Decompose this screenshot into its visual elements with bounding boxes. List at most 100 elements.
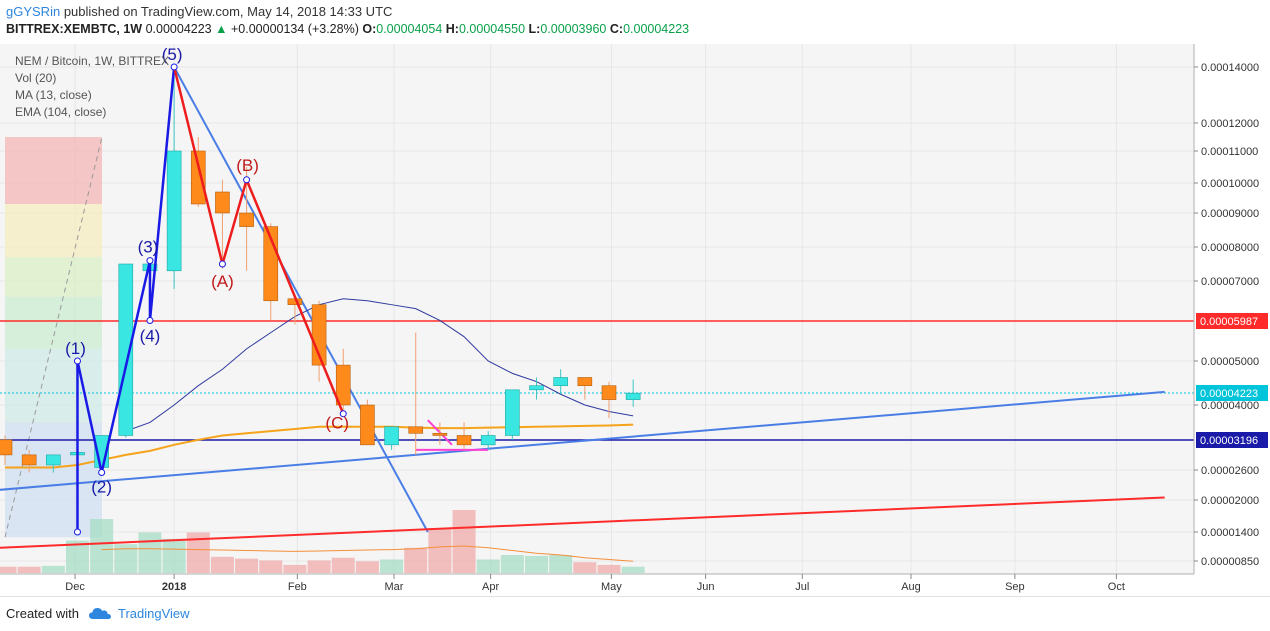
volume-bar [138, 532, 162, 573]
wave-label: (C) [325, 414, 349, 433]
open-value: 0.00004054 [376, 22, 443, 36]
volume-bar [90, 519, 114, 573]
wave-pivot [73, 528, 81, 536]
legend-entry: MA (13, close) [15, 88, 92, 102]
volume-bar [235, 558, 259, 573]
wave-label: (5) [162, 45, 183, 64]
indicator-lines [5, 298, 634, 469]
wave-label: (A) [211, 272, 234, 291]
fib-zone [5, 422, 102, 538]
candle-body [625, 392, 641, 400]
time-axis[interactable]: Dec 2018 Feb Mar Apr May Jun Jul Aug Sep Oct [65, 574, 1125, 593]
volume-bar [573, 562, 597, 573]
price-change: +0.00000134 (+3.28%) [230, 22, 359, 36]
low-value: 0.00003960 [540, 22, 607, 36]
volume-bar [452, 510, 476, 573]
time-tick-label: Feb [288, 581, 307, 593]
high-value: 0.00004550 [458, 22, 526, 36]
wave-pivot [170, 63, 178, 71]
volume-bar [404, 547, 428, 573]
price-tick-label: 0.00002600 [1201, 465, 1259, 477]
last-price: 0.00004223 [145, 22, 212, 36]
price-tick-label: 0.00001400 [1201, 527, 1259, 539]
time-tick-label: May [601, 581, 622, 593]
volume-bar [621, 566, 645, 573]
author-link[interactable]: gGYSRin [6, 4, 61, 19]
fib-diagonal [4, 136, 103, 538]
low-label: L: [528, 22, 541, 36]
candle-body [480, 435, 496, 446]
price-chart[interactable]: (1) (2) (3) (4) (5) (A) (B) (C) NEM / Bitcoin, … [0, 44, 1270, 596]
price-tick-label: 0.00005000 [1201, 356, 1259, 368]
open-label: O: [362, 22, 377, 36]
wave-pivot [339, 410, 347, 418]
price-tick-label: 0.00002000 [1201, 495, 1259, 507]
impulse-wave-line [76, 66, 176, 532]
volume-bar [114, 544, 138, 573]
volume-bar [283, 564, 307, 573]
wave-label: (3) [138, 238, 159, 257]
time-tick-label: Aug [901, 581, 921, 593]
wave-pivot [73, 357, 81, 365]
wave-pivot [146, 316, 154, 324]
volume-bar [428, 528, 452, 573]
wave-label: (B) [236, 156, 259, 175]
fib-zone [5, 204, 102, 258]
volume-bar [597, 564, 621, 573]
footer: Created with TradingView [0, 596, 1270, 631]
candle-body [601, 385, 617, 400]
volume-bar [500, 555, 524, 573]
volume-bar [331, 557, 355, 573]
price-label: 0.00003196 [1200, 435, 1258, 447]
volume-ma-line [101, 545, 634, 562]
volume-bar [476, 559, 500, 573]
close-value: 0.00004223 [623, 22, 690, 36]
time-tick-label: Mar [384, 581, 403, 593]
candle-body [335, 364, 351, 406]
time-tick-label: Sep [1005, 581, 1025, 593]
candle-body [190, 150, 206, 205]
price-label: 0.00005987 [1200, 316, 1258, 328]
created-with-text: Created with [6, 606, 79, 621]
price-tick-label: 0.00010000 [1201, 178, 1259, 190]
price-tick-label: 0.00014000 [1201, 62, 1259, 74]
candle-body [166, 150, 182, 272]
price-tick-label: 0.00007000 [1201, 276, 1259, 288]
price-label-box [1196, 313, 1268, 329]
volume-bar [65, 540, 89, 573]
time-tick-label: Dec [65, 581, 85, 593]
volume-bar [162, 538, 186, 573]
candle-body [118, 263, 134, 436]
price-tick-label: 0.00011000 [1201, 146, 1258, 158]
volume-bar [259, 560, 283, 573]
volume-bar [41, 565, 65, 573]
chart-legend: NEM / Bitcoin, 1W, BITTREX Vol (20) MA (13… [15, 54, 169, 119]
wave-pivot [98, 469, 106, 476]
time-tick-label: Jul [795, 581, 809, 593]
wave-pivot [243, 176, 251, 184]
candle-body [0, 439, 13, 456]
volume-bar [525, 555, 549, 573]
candle-body [46, 454, 61, 466]
tradingview-link[interactable]: TradingView [118, 606, 190, 621]
chart-background [0, 44, 1194, 574]
fib-zone [5, 257, 102, 297]
volume-bar [186, 532, 210, 573]
candle-body [456, 435, 472, 446]
candles [0, 67, 641, 532]
time-tick-label: Oct [1108, 581, 1125, 593]
wave-pivot [146, 257, 154, 265]
volume-bar [0, 566, 17, 573]
candle-body [239, 212, 254, 227]
candle-body [577, 377, 593, 387]
fib-zone [5, 348, 102, 423]
volume-bar [380, 559, 404, 573]
price-axis[interactable]: 0.00014000 0.00012000 0.00011000 0.00010000… [1194, 62, 1259, 568]
cloud-icon [89, 608, 111, 619]
ma-line [125, 298, 634, 432]
candle-body [432, 432, 448, 436]
candle-body [529, 385, 544, 391]
volume-bar [307, 560, 331, 573]
fib-zone [5, 137, 102, 204]
high-label: H: [445, 22, 459, 36]
